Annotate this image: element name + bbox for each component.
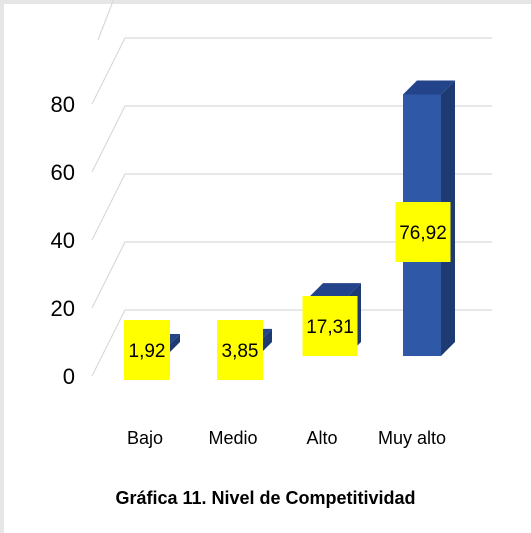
y-tick-label: 0 [63, 364, 75, 389]
y-tick-label: 20 [51, 296, 75, 321]
data-label: 3,85 [222, 341, 259, 362]
y-tick-label: 60 [51, 160, 75, 185]
data-label-box [124, 320, 170, 380]
frame-border-top [0, 0, 531, 4]
data-label: 17,31 [306, 317, 354, 338]
x-tick-label: Muy alto [378, 428, 446, 448]
data-label: 1,92 [129, 341, 166, 362]
gridline [91, 309, 492, 377]
gridline [91, 173, 492, 241]
gridline [97, 0, 115, 41]
x-tick-label: Medio [208, 428, 257, 448]
chart-title: Gráfica 11. Nivel de Competitividad [115, 488, 416, 508]
y-tick-label: 80 [51, 92, 75, 117]
data-label-box [302, 296, 358, 356]
data-labels: 1,92 3,85 17,31 76,92 [124, 202, 451, 380]
x-tick-label: Alto [306, 428, 337, 448]
gridline [91, 37, 492, 105]
data-label-box [395, 202, 451, 262]
gridlines [91, 0, 492, 377]
data-label-box [217, 320, 263, 380]
x-axis: Bajo Medio Alto Muy alto [127, 428, 446, 448]
frame-border-left [0, 0, 4, 533]
gridline [91, 105, 492, 173]
y-tick-label: 40 [51, 228, 75, 253]
bar-top [403, 80, 455, 95]
data-label: 76,92 [399, 223, 447, 244]
x-tick-label: Bajo [127, 428, 163, 448]
bar-top [309, 283, 361, 298]
y-axis: 0 20 40 60 80 [51, 92, 75, 389]
bar-chart: 0 20 40 60 80 1,92 3,85 17,31 76,92 Bajo Medio Al… [51, 0, 492, 448]
gridline [91, 241, 492, 309]
